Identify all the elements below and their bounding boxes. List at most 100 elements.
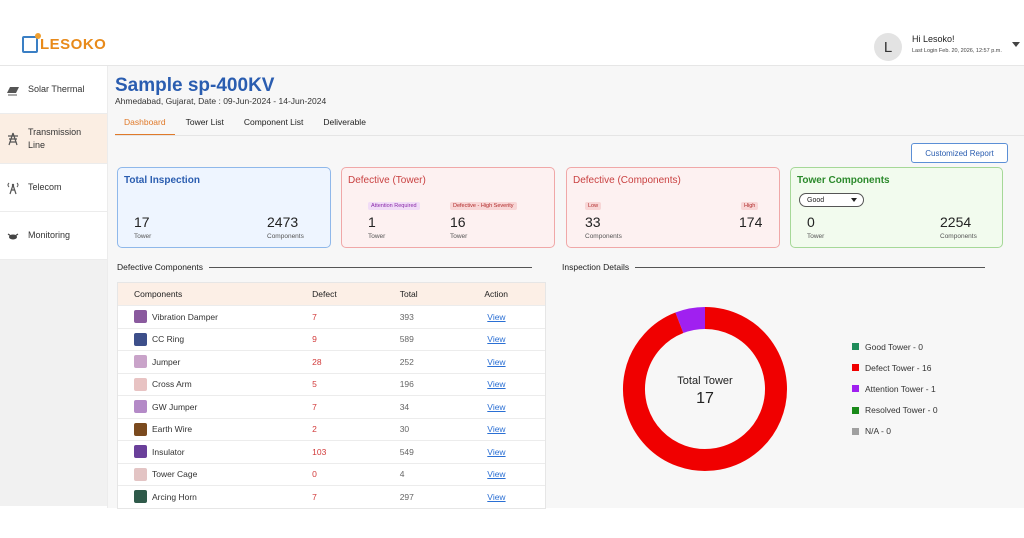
table-row: Cross Arm 5 196 View [118,372,545,396]
view-link[interactable]: View [487,491,506,502]
user-greeting: Hi Lesoko! [912,34,955,44]
legend-item: Defect Tower - 16 [852,357,938,378]
total-cell: 393 [399,311,414,322]
component-name: Arcing Horn [152,491,197,502]
view-link[interactable]: View [487,379,506,390]
table-row: Jumper 28 252 View [118,350,545,373]
tower-label: Tower [450,233,468,240]
component-cell: Cross Arm [118,377,304,391]
attention-required-badge: Attention Required [368,202,420,210]
table-row: Vibration Damper 7 393 View [118,305,545,328]
transmission-tower-icon [6,132,20,145]
component-icon [134,310,147,324]
tower-count: 17 [134,214,150,230]
avatar[interactable]: L [874,33,902,61]
page-title: Sample sp-400KV [115,75,275,96]
column-header-action: Action [484,289,508,299]
defect-cell: 5 [312,379,317,390]
tab-component-list[interactable]: Component List [243,117,304,127]
legend-item: Attention Tower - 1 [852,378,938,399]
components-label: Components [940,233,977,240]
components-count: 2473 [267,214,299,230]
inspection-details-heading: Inspection Details [562,262,986,272]
column-header-total: Total [399,289,418,299]
donut-legend: Good Tower - 0 Defect Tower - 16 Attention… [852,336,938,442]
total-cell: 4 [399,469,405,480]
table-row: GW Jumper 7 34 View [118,395,545,418]
defect-cell: 0 [312,469,317,480]
total-cell: 589 [399,334,414,345]
table-body: Vibration Damper 7 393 View CC Ring 9 589 View J… [118,305,545,508]
donut-segment[interactable] [675,307,706,334]
defect-cell: 7 [312,401,317,412]
sidebar-item-solar-thermal[interactable]: Solar Thermal [0,66,107,114]
view-link[interactable]: View [487,469,506,480]
legend-label: N/A - 0 [865,426,891,437]
sidebar-item-monitoring[interactable]: Monitoring [0,212,107,260]
section-divider [209,266,532,268]
component-icon [134,422,147,436]
donut-segment[interactable] [623,307,787,471]
last-login-text: Last Login Feb. 20, 2026, 12:57 p.m. [912,48,1002,54]
component-name: Jumper [152,356,181,367]
total-cell: 549 [399,446,414,457]
status-select[interactable]: Good [799,193,864,207]
main-content: Sample sp-400KV Ahmedabad, Gujarat, Date… [108,66,1024,509]
component-name: Insulator [152,446,185,457]
chevron-down-icon [851,198,857,202]
defect-cell: 2 [312,424,317,435]
column-header-components: Components [134,289,183,299]
low-badge: Low [585,202,602,210]
components-count: 2254 [940,214,972,230]
legend-swatch [852,427,859,435]
total-cell: 34 [399,401,410,412]
tab-tower-list[interactable]: Tower List [185,117,224,127]
component-icon [134,467,147,481]
defect-cell: 7 [312,311,317,322]
tab-dashboard[interactable]: Dashboard [115,114,175,136]
user-menu-chevron-down-icon[interactable] [1012,42,1020,47]
logo-text: LESOKO [40,36,107,53]
sidebar-item-label: Telecom [28,182,62,192]
view-link[interactable]: View [487,334,506,345]
table-row: Arcing Horn 7 297 View [118,485,545,508]
donut-center-label: Total Tower [677,375,733,387]
view-link[interactable]: View [487,424,506,435]
low-count: 33 [585,214,601,230]
high-severity-badge: Defective - High Severity [450,202,517,210]
component-cell: Vibration Damper [118,310,304,324]
view-link[interactable]: View [487,356,506,367]
inspection-donut-chart: Total Tower 17 [622,306,788,472]
customized-report-button[interactable]: Customized Report [911,143,1008,163]
total-inspection-card: Total Inspection 17 Tower 2473 Component… [117,167,331,248]
table-row: CC Ring 9 589 View [118,327,545,351]
view-link[interactable]: View [487,446,506,457]
component-cell: Tower Cage [118,467,304,481]
component-icon [134,445,147,459]
high-severity-count: 16 [450,214,466,230]
defect-cell: 7 [312,491,317,502]
sidebar-item-label: Monitoring [28,230,71,240]
sidebar-item-transmission-line[interactable]: Transmission Line [0,114,107,164]
component-cell: Earth Wire [118,422,304,436]
tab-deliverable[interactable]: Deliverable [323,117,366,127]
defective-tower-card: Defective (Tower) Attention Required Def… [341,167,555,248]
sidebar-item-telecom[interactable]: Telecom [0,164,107,212]
logo[interactable]: LESOKO [22,33,107,53]
top-bar: LESOKO L Hi Lesoko! Last Login Feb. 20, … [0,0,1024,66]
tower-count: 0 [807,214,815,230]
component-cell: CC Ring [118,332,304,346]
legend-label: Good Tower - 0 [865,341,923,352]
sidebar-spacer [0,260,107,506]
component-name: CC Ring [152,334,185,345]
total-cell: 196 [399,379,414,390]
view-link[interactable]: View [487,311,506,322]
component-name: Earth Wire [152,424,193,435]
defective-components-heading: Defective Components [117,262,532,272]
status-select-value: Good [807,196,825,204]
legend-label: Defect Tower - 16 [865,362,932,373]
card-title: Tower Components [797,175,890,186]
donut-center-value: 17 [696,390,714,407]
view-link[interactable]: View [487,401,506,412]
legend-swatch [852,343,859,351]
